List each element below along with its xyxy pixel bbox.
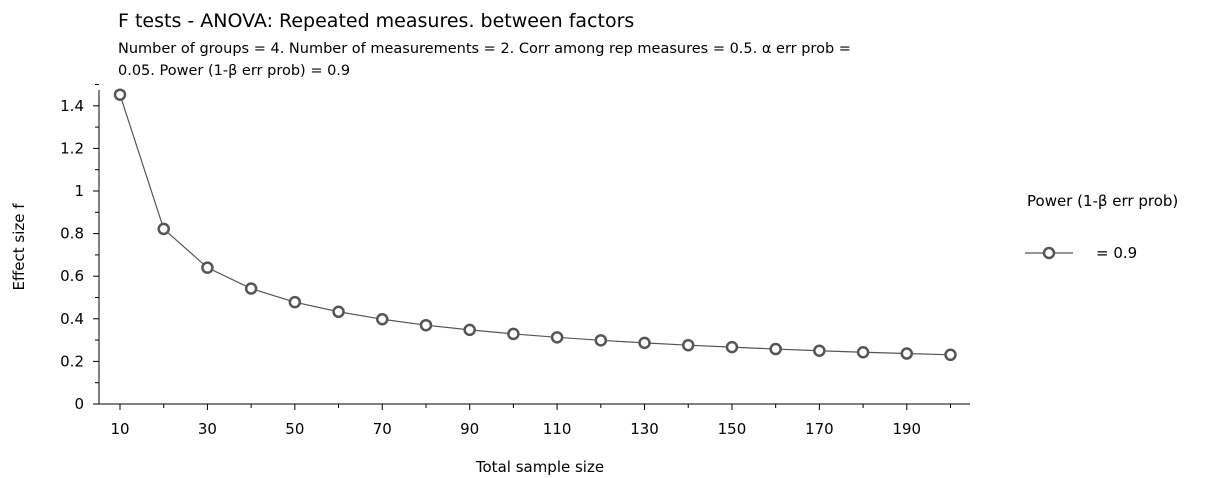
x-tick-label: 70 bbox=[373, 420, 392, 438]
y-tick-label: 0.6 bbox=[60, 267, 84, 285]
data-point bbox=[681, 338, 695, 352]
chart-subtitle-line-2: 0.05. Power (1-β err prob) = 0.9 bbox=[118, 63, 350, 79]
chart-title: F tests - ANOVA: Repeated measures. betw… bbox=[118, 10, 634, 32]
data-point bbox=[638, 336, 651, 350]
data-point bbox=[813, 344, 826, 357]
x-tick-label: 110 bbox=[543, 420, 572, 438]
legend-entry-label: = 0.9 bbox=[1096, 244, 1137, 262]
y-tick-label: 1.2 bbox=[60, 139, 84, 157]
y-tick-label: 0.8 bbox=[60, 225, 84, 243]
x-axis-label: Total sample size bbox=[475, 458, 604, 476]
data-point bbox=[463, 323, 476, 337]
x-tick-label: 190 bbox=[892, 420, 921, 438]
plot-series bbox=[113, 88, 957, 362]
data-point bbox=[419, 318, 433, 332]
data-point bbox=[288, 295, 302, 309]
x-tick-label: 10 bbox=[110, 420, 129, 438]
y-tick-label: 1.4 bbox=[60, 97, 84, 115]
x-tick-label: 90 bbox=[460, 420, 479, 438]
data-point bbox=[376, 312, 389, 326]
y-tick-label: 0.4 bbox=[60, 310, 84, 328]
data-point bbox=[594, 334, 608, 347]
data-point bbox=[332, 305, 345, 319]
data-point bbox=[507, 327, 520, 341]
x-tick-label: 170 bbox=[805, 420, 834, 438]
x-tick-label: 150 bbox=[718, 420, 747, 438]
data-point bbox=[769, 342, 782, 356]
data-point bbox=[550, 331, 564, 344]
y-ticks: 0 0.2 0.4 0.6 0.8 1 1.2 1.4 bbox=[60, 84, 99, 413]
legend-title: Power (1-β err prob) bbox=[1027, 192, 1178, 210]
data-point bbox=[157, 222, 170, 236]
data-point bbox=[856, 345, 870, 359]
y-tick-label: 1 bbox=[74, 182, 84, 200]
y-tick-label: 0 bbox=[74, 395, 84, 413]
y-tick-label: 0.2 bbox=[60, 352, 84, 370]
chart-subtitle-line-1: Number of groups = 4. Number of measurem… bbox=[118, 41, 851, 57]
series-line bbox=[119, 94, 951, 356]
x-tick-label: 30 bbox=[198, 420, 217, 438]
x-tick-label: 50 bbox=[285, 420, 304, 438]
data-point bbox=[244, 282, 258, 295]
data-point bbox=[900, 347, 914, 360]
data-point bbox=[201, 261, 214, 274]
y-axis-label: Effect size f bbox=[10, 203, 28, 291]
x-tick-label: 130 bbox=[630, 420, 659, 438]
data-point bbox=[113, 88, 127, 101]
legend-marker bbox=[1042, 246, 1056, 260]
x-ticks: 10 30 50 70 90 110 130 150 170 190 bbox=[110, 404, 951, 438]
data-point bbox=[725, 340, 739, 354]
data-point bbox=[944, 348, 957, 362]
legend: Power (1-β err prob) = 0.9 bbox=[1025, 192, 1178, 262]
